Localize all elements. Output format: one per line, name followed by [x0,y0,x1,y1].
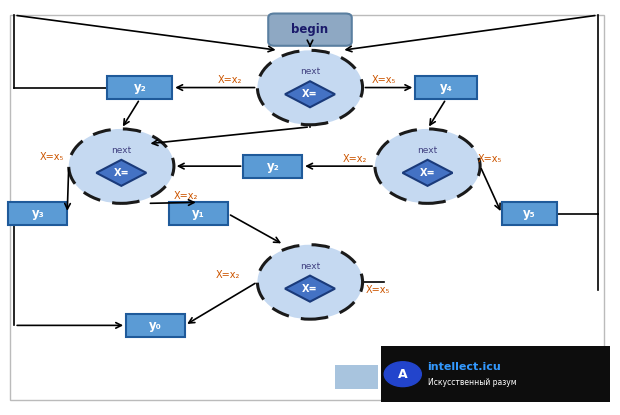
Ellipse shape [257,50,363,125]
Text: Искусственный разум: Искусственный разум [428,378,516,386]
Polygon shape [285,81,335,107]
Polygon shape [402,160,453,186]
Bar [502,203,557,225]
Polygon shape [285,276,335,302]
Bar [126,314,185,337]
Text: y₁: y₁ [192,207,205,220]
Bar [381,346,610,402]
Bar [335,365,378,390]
Text: X=x₅: X=x₅ [366,285,390,295]
Text: X=: X= [420,168,435,178]
Bar [244,155,303,178]
Text: y₂: y₂ [267,160,279,173]
Ellipse shape [375,129,480,203]
Text: next: next [300,262,320,271]
Text: next: next [300,67,320,76]
Circle shape [384,362,422,387]
Text: y₃: y₃ [32,207,44,220]
Text: next: next [417,146,438,155]
Ellipse shape [69,129,174,203]
Ellipse shape [257,245,363,319]
Text: next: next [111,146,131,155]
Text: X=x₂: X=x₂ [343,154,367,164]
Polygon shape [96,160,146,186]
Text: y₂: y₂ [133,81,146,94]
Text: y₄: y₄ [440,81,453,94]
Text: X=x₅: X=x₅ [40,152,64,162]
Text: X=: X= [302,89,318,99]
Text: begin: begin [291,23,329,36]
Text: X=x₅: X=x₅ [477,154,502,164]
Text: intellect.icu: intellect.icu [428,362,502,372]
Bar [107,76,172,99]
Text: y₅: y₅ [523,207,536,220]
FancyBboxPatch shape [268,14,352,46]
Text: X=x₂: X=x₂ [174,191,198,201]
Bar [169,203,228,225]
Text: y₀: y₀ [149,319,162,332]
Text: X=x₅: X=x₅ [372,75,396,85]
Text: X=: X= [302,283,318,294]
Text: A: A [398,368,407,381]
Text: X=: X= [113,168,129,178]
Bar [415,76,477,99]
Text: X=x₂: X=x₂ [218,75,242,85]
Text: X=x₂: X=x₂ [216,269,241,280]
Bar [9,203,67,225]
